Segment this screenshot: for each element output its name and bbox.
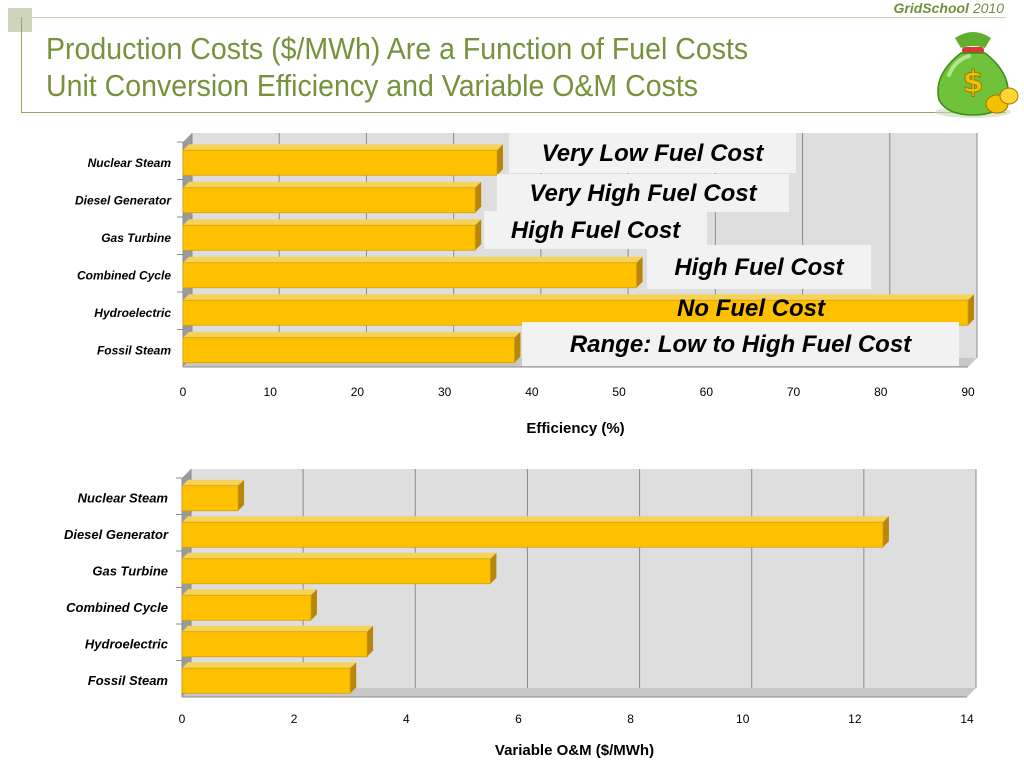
bar bbox=[182, 187, 476, 214]
category-label: Diesel Generator bbox=[75, 193, 172, 207]
frame-bottom-line bbox=[21, 112, 1006, 113]
bar-side-face bbox=[238, 479, 245, 511]
annotation-box bbox=[484, 211, 707, 249]
x-tick-label: 6 bbox=[515, 712, 522, 726]
bar bbox=[181, 594, 312, 621]
x-tick-label: 90 bbox=[961, 385, 975, 399]
bar-side-face bbox=[490, 552, 497, 584]
x-tick-label: 80 bbox=[874, 385, 888, 399]
annotation-label: No Fuel Cost bbox=[677, 295, 826, 322]
bar bbox=[181, 558, 491, 585]
bar-side-face bbox=[367, 625, 374, 657]
efficiency-chart: Nuclear Steam Diesel Generator Gas Turbine… bbox=[75, 133, 978, 437]
page-title: Production Costs ($/MWh) Are a Function … bbox=[46, 30, 748, 104]
x-tick-label: 2 bbox=[291, 712, 298, 726]
bar-side-face bbox=[310, 589, 317, 621]
bar-top-face bbox=[182, 625, 374, 632]
annotation-label: High Fuel Cost bbox=[674, 254, 844, 281]
x-tick-label: 4 bbox=[403, 712, 410, 726]
x-tick-label: 40 bbox=[525, 385, 539, 399]
x-tick-label: 30 bbox=[438, 385, 452, 399]
annotation-label: Very High Fuel Cost bbox=[529, 180, 757, 207]
annotation-label: High Fuel Cost bbox=[511, 217, 681, 244]
corner-decoration bbox=[8, 8, 32, 32]
bar bbox=[182, 299, 969, 326]
bar-side-face bbox=[497, 144, 503, 176]
bar-side-face bbox=[475, 181, 482, 213]
bar-top-face bbox=[183, 256, 643, 263]
title-line-2: Unit Conversion Efficiency and Variable … bbox=[46, 68, 699, 103]
category-label: Gas Turbine bbox=[101, 231, 171, 245]
om-cost-chart: Nuclear Steam Diesel Generator Gas Turbine… bbox=[64, 469, 977, 759]
bar bbox=[181, 485, 239, 512]
x-tick-label: 14 bbox=[960, 712, 974, 726]
category-label: Diesel Generator bbox=[64, 527, 169, 542]
x-tick-label: 0 bbox=[180, 385, 187, 399]
category-label: Hydroelectric bbox=[85, 636, 169, 651]
category-label: Hydroelectric bbox=[94, 306, 171, 320]
category-label: Combined Cycle bbox=[66, 600, 168, 615]
x-tick-label: 60 bbox=[700, 385, 714, 399]
category-label: Combined Cycle bbox=[77, 268, 171, 282]
category-label: Fossil Steam bbox=[88, 673, 169, 688]
category-label: Nuclear Steam bbox=[88, 156, 172, 170]
x-axis-label: Efficiency (%) bbox=[526, 420, 624, 437]
bar-side-face bbox=[882, 516, 889, 548]
bar-top-face bbox=[183, 219, 482, 226]
brand-name: GridSchool bbox=[893, 0, 969, 16]
x-axis-label: Variable O&M ($/MWh) bbox=[495, 742, 654, 759]
bar-top-face bbox=[182, 479, 245, 486]
x-tick-label: 8 bbox=[627, 712, 634, 726]
annotation-label: Range: Low to High Fuel Cost bbox=[570, 331, 912, 358]
bar-top-face bbox=[182, 516, 889, 523]
category-label: Fossil Steam bbox=[97, 343, 171, 357]
x-tick-label: 10 bbox=[264, 385, 278, 399]
bar-side-face bbox=[514, 331, 521, 363]
x-tick-label: 70 bbox=[787, 385, 801, 399]
bar-top-face bbox=[182, 552, 497, 559]
bar bbox=[182, 224, 476, 251]
bar bbox=[181, 521, 884, 548]
bar-top-face bbox=[182, 662, 357, 669]
x-tick-label: 50 bbox=[612, 385, 626, 399]
bar bbox=[182, 337, 515, 364]
bar-side-face bbox=[350, 662, 357, 694]
title-line-1: Production Costs ($/MWh) Are a Function … bbox=[46, 31, 749, 66]
bar-side-face bbox=[636, 256, 643, 288]
bar-side-face bbox=[475, 219, 482, 251]
frame-left-line bbox=[21, 17, 22, 113]
bar bbox=[181, 667, 351, 694]
bar-top-face bbox=[183, 144, 503, 151]
x-tick-label: 10 bbox=[736, 712, 750, 726]
annotation-box bbox=[647, 245, 871, 289]
annotation-box bbox=[497, 174, 789, 212]
annotation-box bbox=[509, 133, 796, 173]
annotation-label: Very Low Fuel Cost bbox=[542, 140, 765, 167]
brand-year: 2010 bbox=[972, 0, 1004, 16]
category-label: Nuclear Steam bbox=[78, 490, 169, 505]
bar bbox=[181, 631, 368, 658]
brand-label: GridSchool 2010 bbox=[894, 0, 1005, 16]
bar-top-face bbox=[183, 294, 974, 301]
category-label: Gas Turbine bbox=[92, 563, 168, 578]
annotation-box bbox=[522, 322, 959, 366]
x-tick-label: 0 bbox=[179, 712, 186, 726]
bar-top-face bbox=[183, 181, 482, 188]
plot-floor bbox=[182, 688, 976, 697]
frame-top-line bbox=[21, 17, 1006, 18]
x-tick-label: 20 bbox=[351, 385, 365, 399]
bar-top-face bbox=[183, 331, 521, 338]
bar-top-face bbox=[182, 589, 317, 596]
x-tick-label: 12 bbox=[848, 712, 862, 726]
svg-text:$: $ bbox=[963, 65, 984, 100]
bar-side-face bbox=[968, 294, 974, 326]
bar bbox=[182, 149, 498, 176]
bar bbox=[182, 262, 637, 289]
money-bag-icon: $ bbox=[935, 32, 1019, 118]
